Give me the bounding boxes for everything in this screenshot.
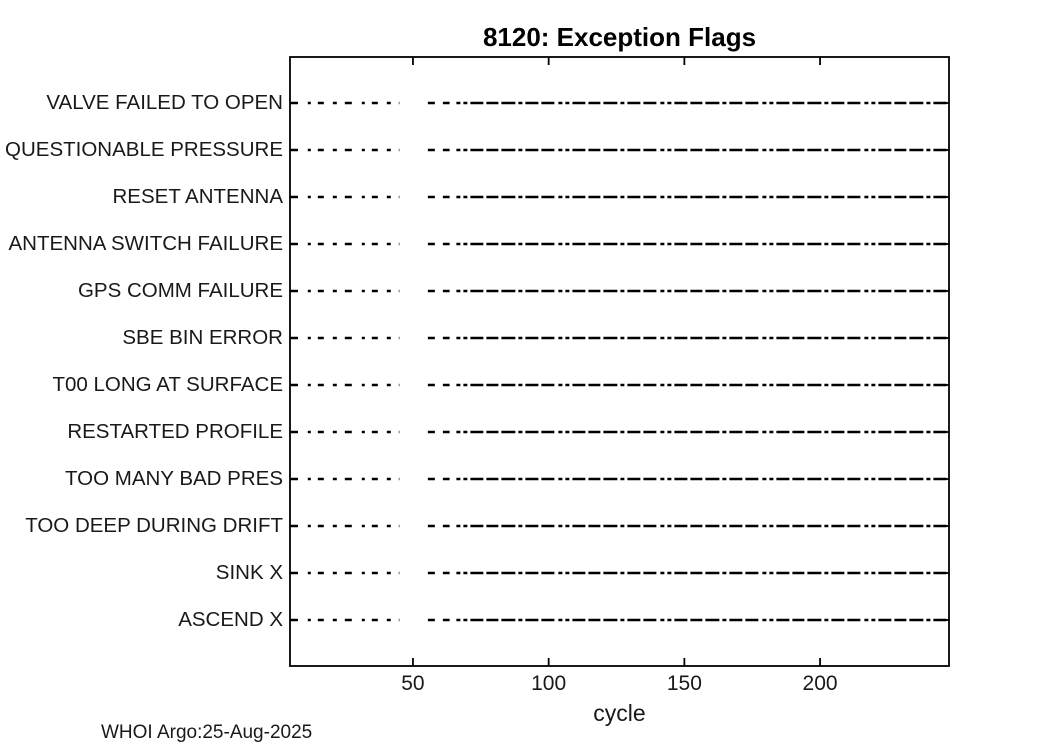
- y-axis-label: QUESTIONABLE PRESSURE: [5, 138, 283, 161]
- watermark-text: WHOI Argo:25-Aug-2025: [101, 722, 313, 743]
- y-axis-label: SBE BIN ERROR: [122, 326, 283, 349]
- x-tick-label: 100: [531, 672, 567, 695]
- y-axis-label: ANTENNA SWITCH FAILURE: [8, 232, 283, 255]
- x-axis-label: cycle: [593, 700, 646, 726]
- y-axis-label: T00 LONG AT SURFACE: [52, 373, 283, 396]
- y-axis-label: SINK X: [215, 561, 283, 584]
- x-tick-label: 200: [802, 672, 838, 695]
- chart-title: 8120: Exception Flags: [482, 22, 757, 52]
- plot-border: [289, 56, 950, 667]
- y-axis-label: VALVE FAILED TO OPEN: [46, 91, 283, 114]
- y-axis-label: ASCEND X: [178, 608, 283, 631]
- y-axis-label: TOO DEEP DURING DRIFT: [25, 514, 283, 537]
- x-tick-label: 50: [401, 672, 425, 695]
- y-axis-label: GPS COMM FAILURE: [77, 279, 283, 302]
- x-tick-label: 150: [666, 672, 702, 695]
- y-axis-label: RESET ANTENNA: [112, 185, 284, 208]
- y-axis-label: TOO MANY BAD PRES: [65, 467, 283, 490]
- y-axis-label: RESTARTED PROFILE: [67, 420, 283, 443]
